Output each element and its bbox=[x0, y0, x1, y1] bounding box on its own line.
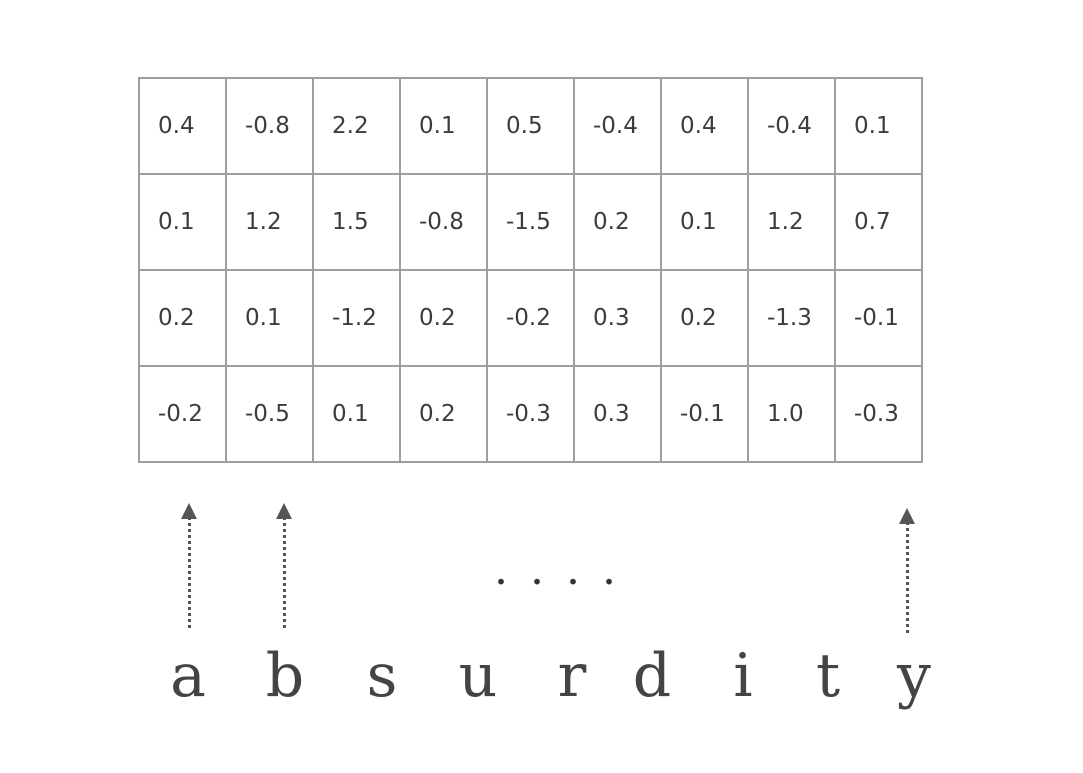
matrix-cell: 1.5 bbox=[312, 173, 401, 271]
embedding-matrix: 0.4 -0.8 2.2 0.1 0.5 -0.4 0.4 -0.4 0.1 0… bbox=[138, 77, 923, 463]
matrix-cell: 0.4 bbox=[660, 77, 749, 175]
matrix-cell: 0.7 bbox=[834, 173, 923, 271]
matrix-cell: 1.2 bbox=[747, 173, 836, 271]
matrix-cell: 0.3 bbox=[573, 365, 662, 463]
matrix-row: 0.2 0.1 -1.2 0.2 -0.2 0.3 0.2 -1.3 -0.1 bbox=[138, 269, 923, 367]
matrix-cell: -0.4 bbox=[573, 77, 662, 175]
matrix-cell: -0.4 bbox=[747, 77, 836, 175]
matrix-cell: 0.1 bbox=[312, 365, 401, 463]
matrix-cell: -0.1 bbox=[834, 269, 923, 367]
letter-a: a bbox=[170, 641, 206, 711]
matrix-cell: 0.1 bbox=[138, 173, 227, 271]
matrix-cell: 0.1 bbox=[399, 77, 488, 175]
matrix-cell: 0.2 bbox=[399, 365, 488, 463]
matrix-cell: 1.0 bbox=[747, 365, 836, 463]
letter-t: t bbox=[815, 641, 841, 711]
ellipsis: .... bbox=[494, 544, 638, 595]
matrix-cell: -0.3 bbox=[834, 365, 923, 463]
matrix-cell: 0.4 bbox=[138, 77, 227, 175]
letter-y: y bbox=[897, 641, 931, 711]
letter-b: b bbox=[265, 641, 305, 711]
letter-r: r bbox=[557, 641, 587, 711]
arrow-y-icon bbox=[897, 508, 917, 633]
matrix-cell: 0.2 bbox=[399, 269, 488, 367]
matrix-cell: -0.1 bbox=[660, 365, 749, 463]
matrix-cell: 0.5 bbox=[486, 77, 575, 175]
matrix-cell: 1.2 bbox=[225, 173, 314, 271]
matrix-cell: 0.2 bbox=[573, 173, 662, 271]
matrix-cell: 0.3 bbox=[573, 269, 662, 367]
matrix-cell: -0.8 bbox=[225, 77, 314, 175]
matrix-cell: 0.1 bbox=[660, 173, 749, 271]
matrix-cell: -0.8 bbox=[399, 173, 488, 271]
letter-d: d bbox=[632, 641, 672, 711]
letter-s: s bbox=[366, 641, 398, 711]
letter-u: u bbox=[458, 641, 498, 711]
arrow-b-icon bbox=[274, 503, 294, 628]
matrix-row: -0.2 -0.5 0.1 0.2 -0.3 0.3 -0.1 1.0 -0.3 bbox=[138, 365, 923, 463]
matrix-cell: -0.5 bbox=[225, 365, 314, 463]
matrix-cell: -1.5 bbox=[486, 173, 575, 271]
matrix-cell: 2.2 bbox=[312, 77, 401, 175]
matrix-cell: -1.2 bbox=[312, 269, 401, 367]
matrix-cell: -0.2 bbox=[486, 269, 575, 367]
matrix-row: 0.1 1.2 1.5 -0.8 -1.5 0.2 0.1 1.2 0.7 bbox=[138, 173, 923, 271]
matrix-cell: 0.2 bbox=[660, 269, 749, 367]
letter-i: i bbox=[733, 641, 753, 711]
matrix-cell: 0.1 bbox=[834, 77, 923, 175]
matrix-cell: 0.1 bbox=[225, 269, 314, 367]
arrow-a-icon bbox=[179, 503, 199, 628]
matrix-row: 0.4 -0.8 2.2 0.1 0.5 -0.4 0.4 -0.4 0.1 bbox=[138, 77, 923, 175]
matrix-cell: -0.2 bbox=[138, 365, 227, 463]
matrix-cell: 0.2 bbox=[138, 269, 227, 367]
matrix-cell: -0.3 bbox=[486, 365, 575, 463]
matrix-cell: -1.3 bbox=[747, 269, 836, 367]
